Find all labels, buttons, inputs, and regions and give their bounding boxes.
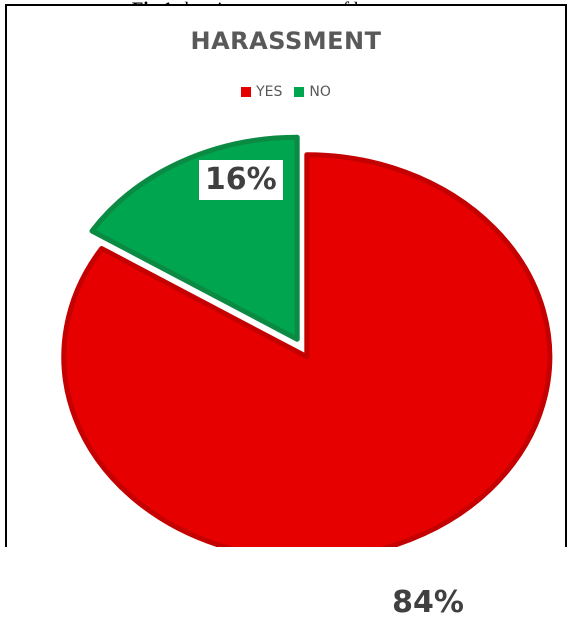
pie-chart [61,134,553,547]
legend-swatch-no [294,87,305,97]
data-label-no: 16% [198,159,283,200]
chart-legend: YES NO [7,84,565,100]
legend-item-yes: YES [241,84,282,100]
chart-title: HARASSMENT [190,27,382,55]
legend-swatch-yes [241,87,252,97]
legend-label-yes: YES [256,84,283,100]
legend-item-no: NO [294,84,331,100]
pie-slice-yes [61,152,553,547]
data-label-yes: 84% [386,582,470,623]
legend-label-no: NO [309,84,331,100]
chart-area: HARASSMENT YES NO 84% 16% [5,4,567,623]
